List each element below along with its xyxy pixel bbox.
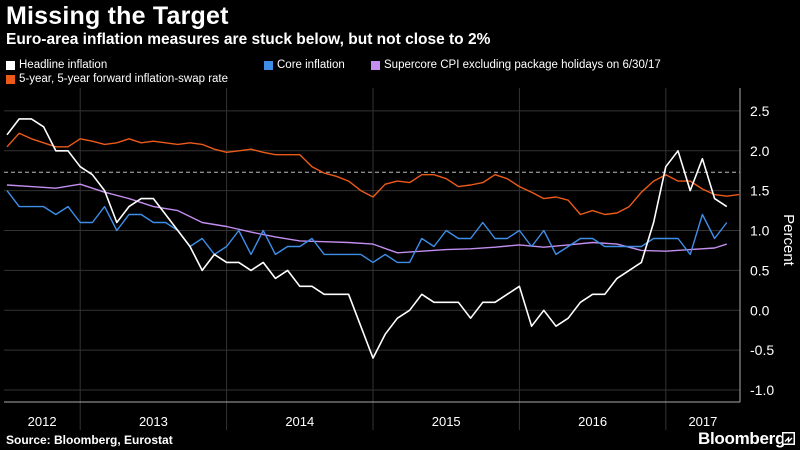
bloomberg-mark-icon — [782, 432, 795, 445]
chart-subtitle: Euro-area inflation measures are stuck b… — [6, 31, 491, 48]
x-tick-label: 2013 — [139, 414, 168, 429]
brand-logo: Bloomberg — [698, 429, 786, 448]
legend-label-supercore: Supercore CPI excluding package holidays… — [384, 59, 661, 71]
legend-label-swap-rate: 5-year, 5-year forward inflation-swap ra… — [19, 73, 229, 85]
legend-label-core: Core inflation — [277, 59, 345, 71]
y-axis-label: Percent — [780, 214, 797, 267]
x-tick-label: 2017 — [688, 414, 717, 429]
source-note: Source: Bloomberg, Eurostat — [6, 433, 173, 447]
y-tick-label: 0.5 — [750, 262, 770, 278]
swap-rate-line — [6, 132, 740, 216]
legend-item-supercore: Supercore CPI excluding package holidays… — [371, 59, 661, 71]
y-tick-label: -0.5 — [750, 342, 774, 358]
y-tick-label: -1.0 — [750, 382, 774, 398]
x-tick-label: 2015 — [432, 414, 461, 429]
y-tick-label: 2.5 — [750, 103, 770, 119]
y-tick-label: 2.0 — [750, 143, 770, 159]
legend-label-headline: Headline inflation — [19, 59, 108, 71]
core-inflation-line — [6, 190, 728, 264]
headline-inflation-line — [6, 118, 728, 359]
legend-swatch-core — [264, 60, 273, 70]
y-tick-label: 0.0 — [750, 302, 770, 318]
chart-title: Missing the Target — [6, 2, 229, 30]
supercore-cpi-line — [6, 183, 728, 254]
series-lines — [6, 118, 740, 359]
axes: 2.5 2.0 1.5 1.0 0.5 0.0 -0.5 -1.0 2012 2013 2014 20… — [4, 88, 797, 429]
x-tick-label: 2014 — [285, 414, 314, 429]
grid-lines — [4, 88, 740, 430]
legend-swatch-supercore — [371, 60, 380, 70]
legend-swatch-swap-rate — [6, 74, 15, 84]
x-tick-label: 2016 — [578, 414, 607, 429]
legend-item-headline: Headline inflation — [6, 59, 107, 71]
legend-item-swap-rate: 5-year, 5-year forward inflation-swap ra… — [6, 73, 228, 85]
x-tick-label: 2012 — [28, 414, 57, 429]
legend-item-core: Core inflation — [264, 59, 345, 71]
y-tick-label: 1.0 — [750, 223, 770, 239]
y-tick-label: 1.5 — [750, 183, 770, 199]
legend-swatch-headline — [6, 60, 15, 70]
